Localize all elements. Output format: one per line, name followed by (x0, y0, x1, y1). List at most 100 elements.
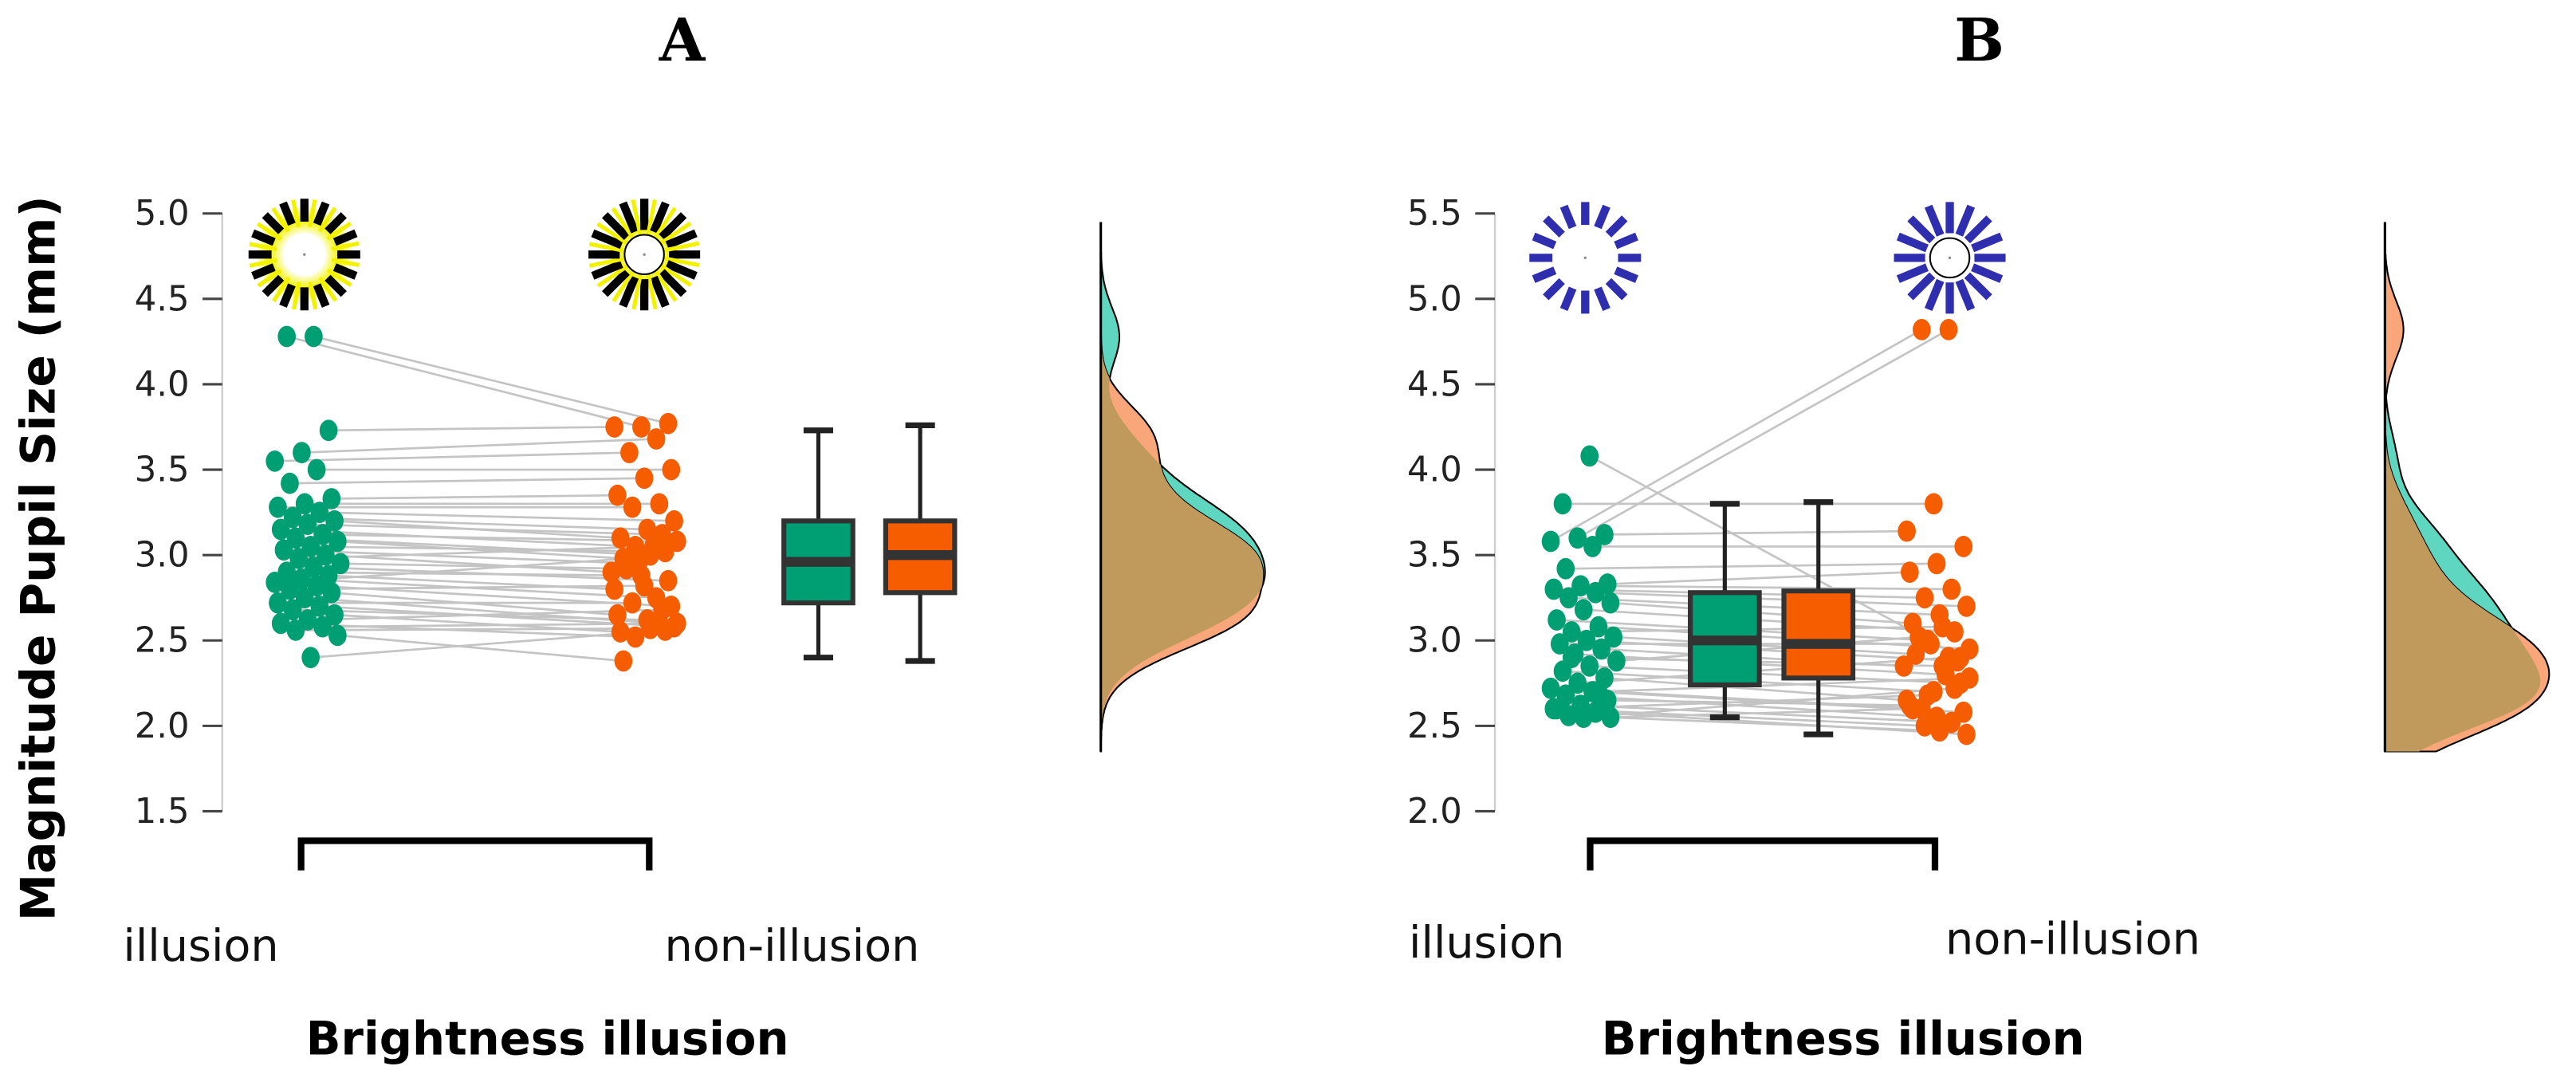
illusion-data-point (328, 624, 347, 647)
stimulus-spoke-edge (271, 207, 291, 233)
panel-title: B (1954, 6, 2004, 75)
illusion-data-point (289, 548, 308, 569)
stimulus-spoke-edge (588, 242, 626, 254)
illusion-data-point (301, 647, 320, 669)
stimulus-spoke (313, 201, 330, 226)
non-illusion-data-point (620, 442, 639, 464)
illusion-data-point (305, 325, 323, 348)
category-label-illusion: illusion (1409, 917, 1564, 969)
illusion-data-point (265, 572, 285, 593)
paired-line (301, 438, 657, 454)
paired-line (319, 511, 674, 522)
category-label-illusion: illusion (123, 920, 278, 972)
illusion-data-point (1556, 557, 1575, 580)
stimulus-spoke-edge (659, 221, 692, 246)
illusion-data-point (1548, 609, 1566, 631)
stimulus-spoke (1559, 204, 1577, 230)
stimulus-spoke-edge (249, 258, 278, 268)
y-tick-label: 3.0 (1407, 621, 1462, 661)
illusion-data-point (1595, 524, 1614, 545)
non-illusion-data-point (653, 599, 671, 621)
non-illusion-data-point (626, 626, 645, 648)
stimulus-spoke (332, 229, 358, 246)
stimulus-spoke-edge (331, 258, 360, 267)
stimulus-spoke-edge (631, 199, 643, 236)
stimulus-spoke (262, 274, 285, 297)
non-illusion-stimulus-icon (588, 199, 701, 311)
stimulus-spoke (1964, 215, 1992, 244)
stimulus-spoke-edge (596, 263, 630, 288)
stimulus-spoke-edge (256, 222, 282, 242)
illusion-data-point (286, 527, 305, 549)
stimulus-spoke-edge (596, 222, 629, 246)
paired-line (1604, 529, 1907, 536)
stimulus-spoke (665, 229, 698, 250)
illusion-data-point (322, 488, 341, 509)
stimulus-spoke (619, 275, 639, 308)
stimulus-spoke (1971, 232, 2004, 253)
stimulus-fixation-dot (1948, 256, 1952, 260)
non-illusion-data-point (638, 518, 657, 541)
illusion-data-point (298, 513, 317, 535)
illusion-data-point (1580, 655, 1599, 677)
illusion-data-point (328, 530, 347, 553)
paired-line (295, 537, 651, 557)
stimulus-spoke (665, 260, 698, 280)
stimulus-spoke-edge (317, 207, 337, 233)
non-illusion-data-point (614, 650, 633, 672)
non-illusion-data-point (656, 620, 674, 641)
stimulus-spoke (332, 263, 358, 280)
illusion-data-point (1541, 677, 1560, 699)
x-axis-label: Brightness illusion (306, 1011, 789, 1065)
y-tick-label: 4.0 (135, 364, 190, 404)
y-tick-label: 4.5 (1407, 364, 1462, 404)
y-tick-label: 5.0 (1407, 279, 1462, 319)
illusion-boxplot (781, 427, 855, 661)
stimulus-spoke (1614, 266, 1638, 283)
stimulus-spoke-edge (249, 242, 277, 252)
paired-line (1616, 635, 1919, 663)
illusion-data-point (1559, 587, 1578, 609)
illusion-data-point (305, 556, 323, 578)
stimulus-spoke-edge (612, 269, 635, 303)
stimulus-spoke (1594, 286, 1610, 312)
non-illusion-data-point (1901, 561, 1919, 583)
panel-b: B 2.0 2.5 3.0 3.5 4.0 4.5 5.0 5.5 illusion non-ill… (1407, 6, 2550, 1065)
illusion-data-point (1568, 527, 1587, 549)
illusion-data-point (1562, 647, 1581, 669)
stimulus-spoke-edge (291, 199, 301, 228)
non-illusion-data-point (608, 604, 627, 626)
stimulus-spoke (1924, 204, 1945, 237)
illusion-data-point (269, 496, 287, 518)
stimulus-spoke (659, 212, 687, 241)
stimulus-spoke-edge (308, 281, 318, 310)
paired-line (289, 584, 645, 591)
stimulus-spoke-edge (659, 263, 693, 287)
stimulus-spoke (1532, 232, 1557, 250)
illusion-data-point (1562, 621, 1581, 643)
paired-line (331, 494, 618, 500)
illusion-data-point (317, 544, 335, 566)
paired-line (1577, 656, 1949, 685)
illusion-stimulus-icon (1529, 202, 1642, 314)
panel-a: A 1.5 2.0 2.5 3.0 3.5 4.0 4.5 5.0 illusion non-ill… (123, 6, 1266, 1065)
y-tick-label: 2.0 (135, 706, 190, 746)
paired-line (1577, 328, 1949, 539)
illusion-data-point (274, 539, 293, 561)
stimulus-spoke (659, 269, 687, 297)
illusion-data-point (1541, 530, 1560, 553)
non-illusion-data-point (623, 496, 642, 518)
stimulus-spoke (1543, 277, 1565, 301)
illusion-data-point (1601, 706, 1620, 729)
non-illusion-boxplot (1781, 499, 1856, 738)
stimulus-spoke (324, 212, 347, 234)
illusion-data-point (269, 592, 287, 614)
stimulus-spoke (1614, 232, 1638, 250)
non-illusion-data-point (1915, 714, 1934, 737)
paired-line (1589, 454, 1961, 659)
stimulus-spoke (1532, 266, 1557, 283)
paired-line (298, 545, 654, 560)
non-illusion-data-point (641, 617, 659, 639)
non-illusion-data-point (1942, 578, 1961, 600)
stimulus-spoke (1605, 215, 1628, 238)
